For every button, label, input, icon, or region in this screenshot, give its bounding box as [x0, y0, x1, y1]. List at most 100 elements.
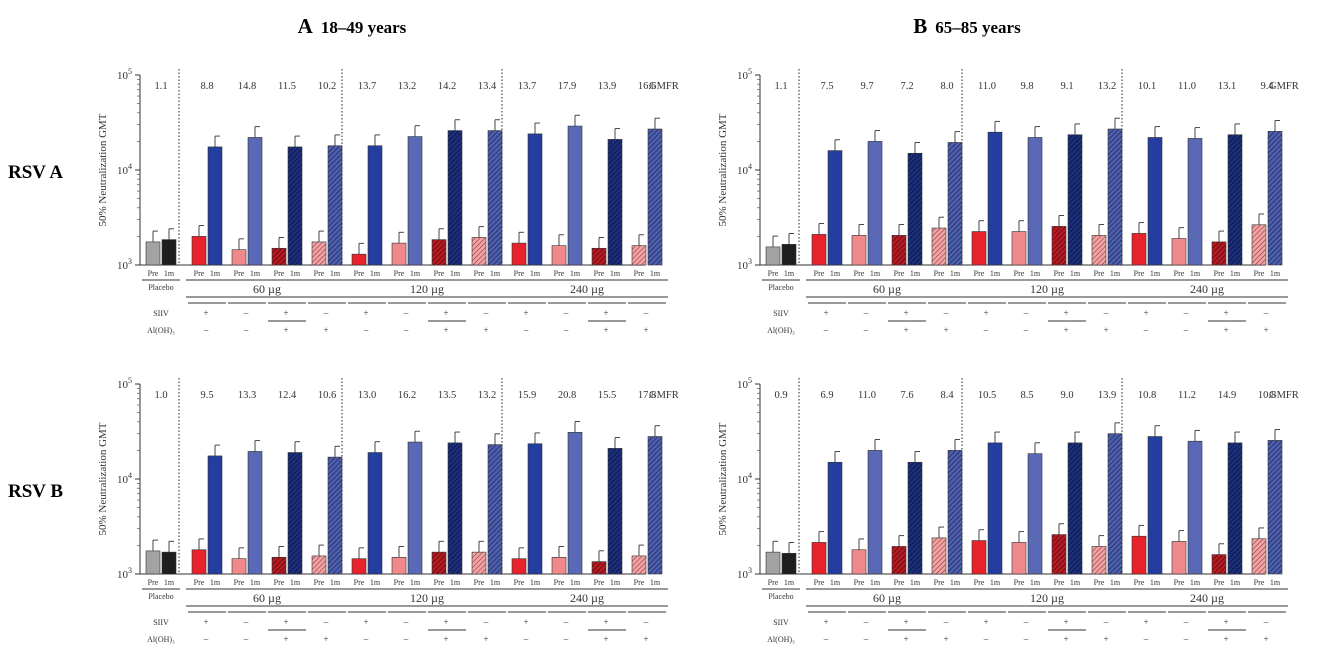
gmfr-value: 14.8 [238, 81, 256, 92]
bar-post [947, 142, 963, 266]
bar-pre [551, 556, 567, 575]
aloh-label: Al(OH)₃ [147, 326, 175, 335]
bar-post [1067, 134, 1083, 266]
timepoint-label-post: 1m [610, 578, 621, 587]
siiv-sign: + [903, 308, 908, 318]
aloh-sign: + [603, 325, 608, 335]
timepoint-label-post: 1m [570, 578, 581, 587]
placebo-label: Placebo [148, 592, 173, 601]
gmfr-value: 7.2 [900, 81, 913, 92]
bar-post [867, 450, 883, 575]
bar-post [367, 145, 383, 266]
timepoint-label-post: 1m [290, 578, 301, 587]
dose-label: 240 µg [1190, 282, 1224, 296]
timepoint-label-pre: Pre [854, 578, 865, 587]
y-axis-label: 50% Neutralization GMT [97, 113, 109, 226]
aloh-sign: – [563, 325, 569, 335]
bar-post [567, 432, 583, 575]
y-tick-exponent: 5 [128, 67, 132, 76]
timepoint-label-post: 1m [784, 578, 795, 587]
bar-post [287, 452, 303, 575]
aloh-sign: – [403, 325, 409, 335]
bar-post [781, 244, 797, 266]
y-tick-base: 10 [117, 70, 129, 82]
timepoint-label-post: 1m [290, 269, 301, 278]
dose-label: 240 µg [570, 282, 604, 296]
timepoint-label-pre: Pre [1214, 578, 1225, 587]
timepoint-label-post: 1m [1270, 578, 1281, 587]
dose-label: 240 µg [1190, 591, 1224, 605]
timepoint-label-pre: Pre [314, 269, 325, 278]
timepoint-label-post: 1m [164, 578, 175, 587]
timepoint-label-post: 1m [1030, 578, 1041, 587]
gmfr-value: 7.5 [820, 81, 833, 92]
timepoint-label-pre: Pre [354, 578, 365, 587]
bar-post [327, 456, 343, 575]
gmfr-value: 13.4 [478, 81, 497, 92]
bar-post [607, 448, 623, 575]
timepoint-label-pre: Pre [274, 578, 285, 587]
bar-pre [631, 555, 647, 575]
aloh-sign: – [523, 325, 529, 335]
timepoint-label-pre: Pre [554, 269, 565, 278]
timepoint-label-pre: Pre [1094, 578, 1105, 587]
bar-pre [145, 241, 161, 266]
bar-pre [1051, 534, 1067, 575]
bar-post [987, 131, 1003, 266]
siiv-sign: – [483, 617, 489, 627]
bar-pre [391, 242, 407, 266]
bar-post [327, 145, 343, 266]
y-tick-base: 10 [117, 474, 129, 486]
y-tick-label: 104 [117, 471, 132, 486]
aloh-sign: + [443, 325, 448, 335]
bar-pre [391, 556, 407, 575]
dose-label: 60 µg [253, 282, 281, 296]
y-tick-exponent: 3 [748, 257, 752, 266]
bar-pre [311, 555, 327, 575]
bar-pre [591, 561, 607, 575]
bar-pre [851, 549, 867, 575]
timepoint-label-pre: Pre [1134, 269, 1145, 278]
gmfr-value: 1.1 [154, 81, 167, 92]
bar-post [907, 461, 923, 575]
timepoint-label-pre: Pre [1254, 578, 1265, 587]
aloh-sign: – [823, 634, 829, 644]
timepoint-label-post: 1m [1230, 578, 1241, 587]
bar-pre [1131, 233, 1147, 266]
gmfr-value: 0.9 [774, 390, 787, 401]
aloh-sign: – [1183, 325, 1189, 335]
timepoint-label-post: 1m [164, 269, 175, 278]
timepoint-label-pre: Pre [1054, 269, 1065, 278]
bar-post [867, 141, 883, 266]
column-header-a: A 18–49 years [298, 14, 407, 38]
bar-pre [311, 241, 327, 266]
aloh-sign: + [943, 634, 948, 644]
bar-pre [931, 227, 947, 266]
timepoint-label-post: 1m [990, 578, 1001, 587]
gmfr-value: 10.6 [318, 390, 336, 401]
gmfr-label: GMFR [649, 81, 679, 92]
y-tick-base: 10 [117, 379, 129, 391]
timepoint-label-pre: Pre [894, 578, 905, 587]
timepoint-label-post: 1m [370, 269, 381, 278]
bar-post [647, 436, 663, 575]
bar-post [247, 137, 263, 266]
aloh-sign: + [323, 325, 328, 335]
bar-post [947, 450, 963, 575]
timepoint-label-post: 1m [250, 578, 261, 587]
aloh-sign: + [323, 634, 328, 644]
timepoint-label-pre: Pre [474, 578, 485, 587]
bar-pre [351, 253, 367, 266]
bar-pre [811, 234, 827, 266]
siiv-label: SIIV [153, 618, 169, 627]
gmfr-value: 13.0 [358, 390, 376, 401]
timepoint-label-pre: Pre [148, 578, 159, 587]
timepoint-label-post: 1m [1110, 269, 1121, 278]
aloh-sign: + [483, 325, 488, 335]
bar-post [1027, 453, 1043, 575]
bar-pre [1091, 546, 1107, 575]
aloh-sign: + [443, 634, 448, 644]
timepoint-label-post: 1m [1150, 578, 1161, 587]
